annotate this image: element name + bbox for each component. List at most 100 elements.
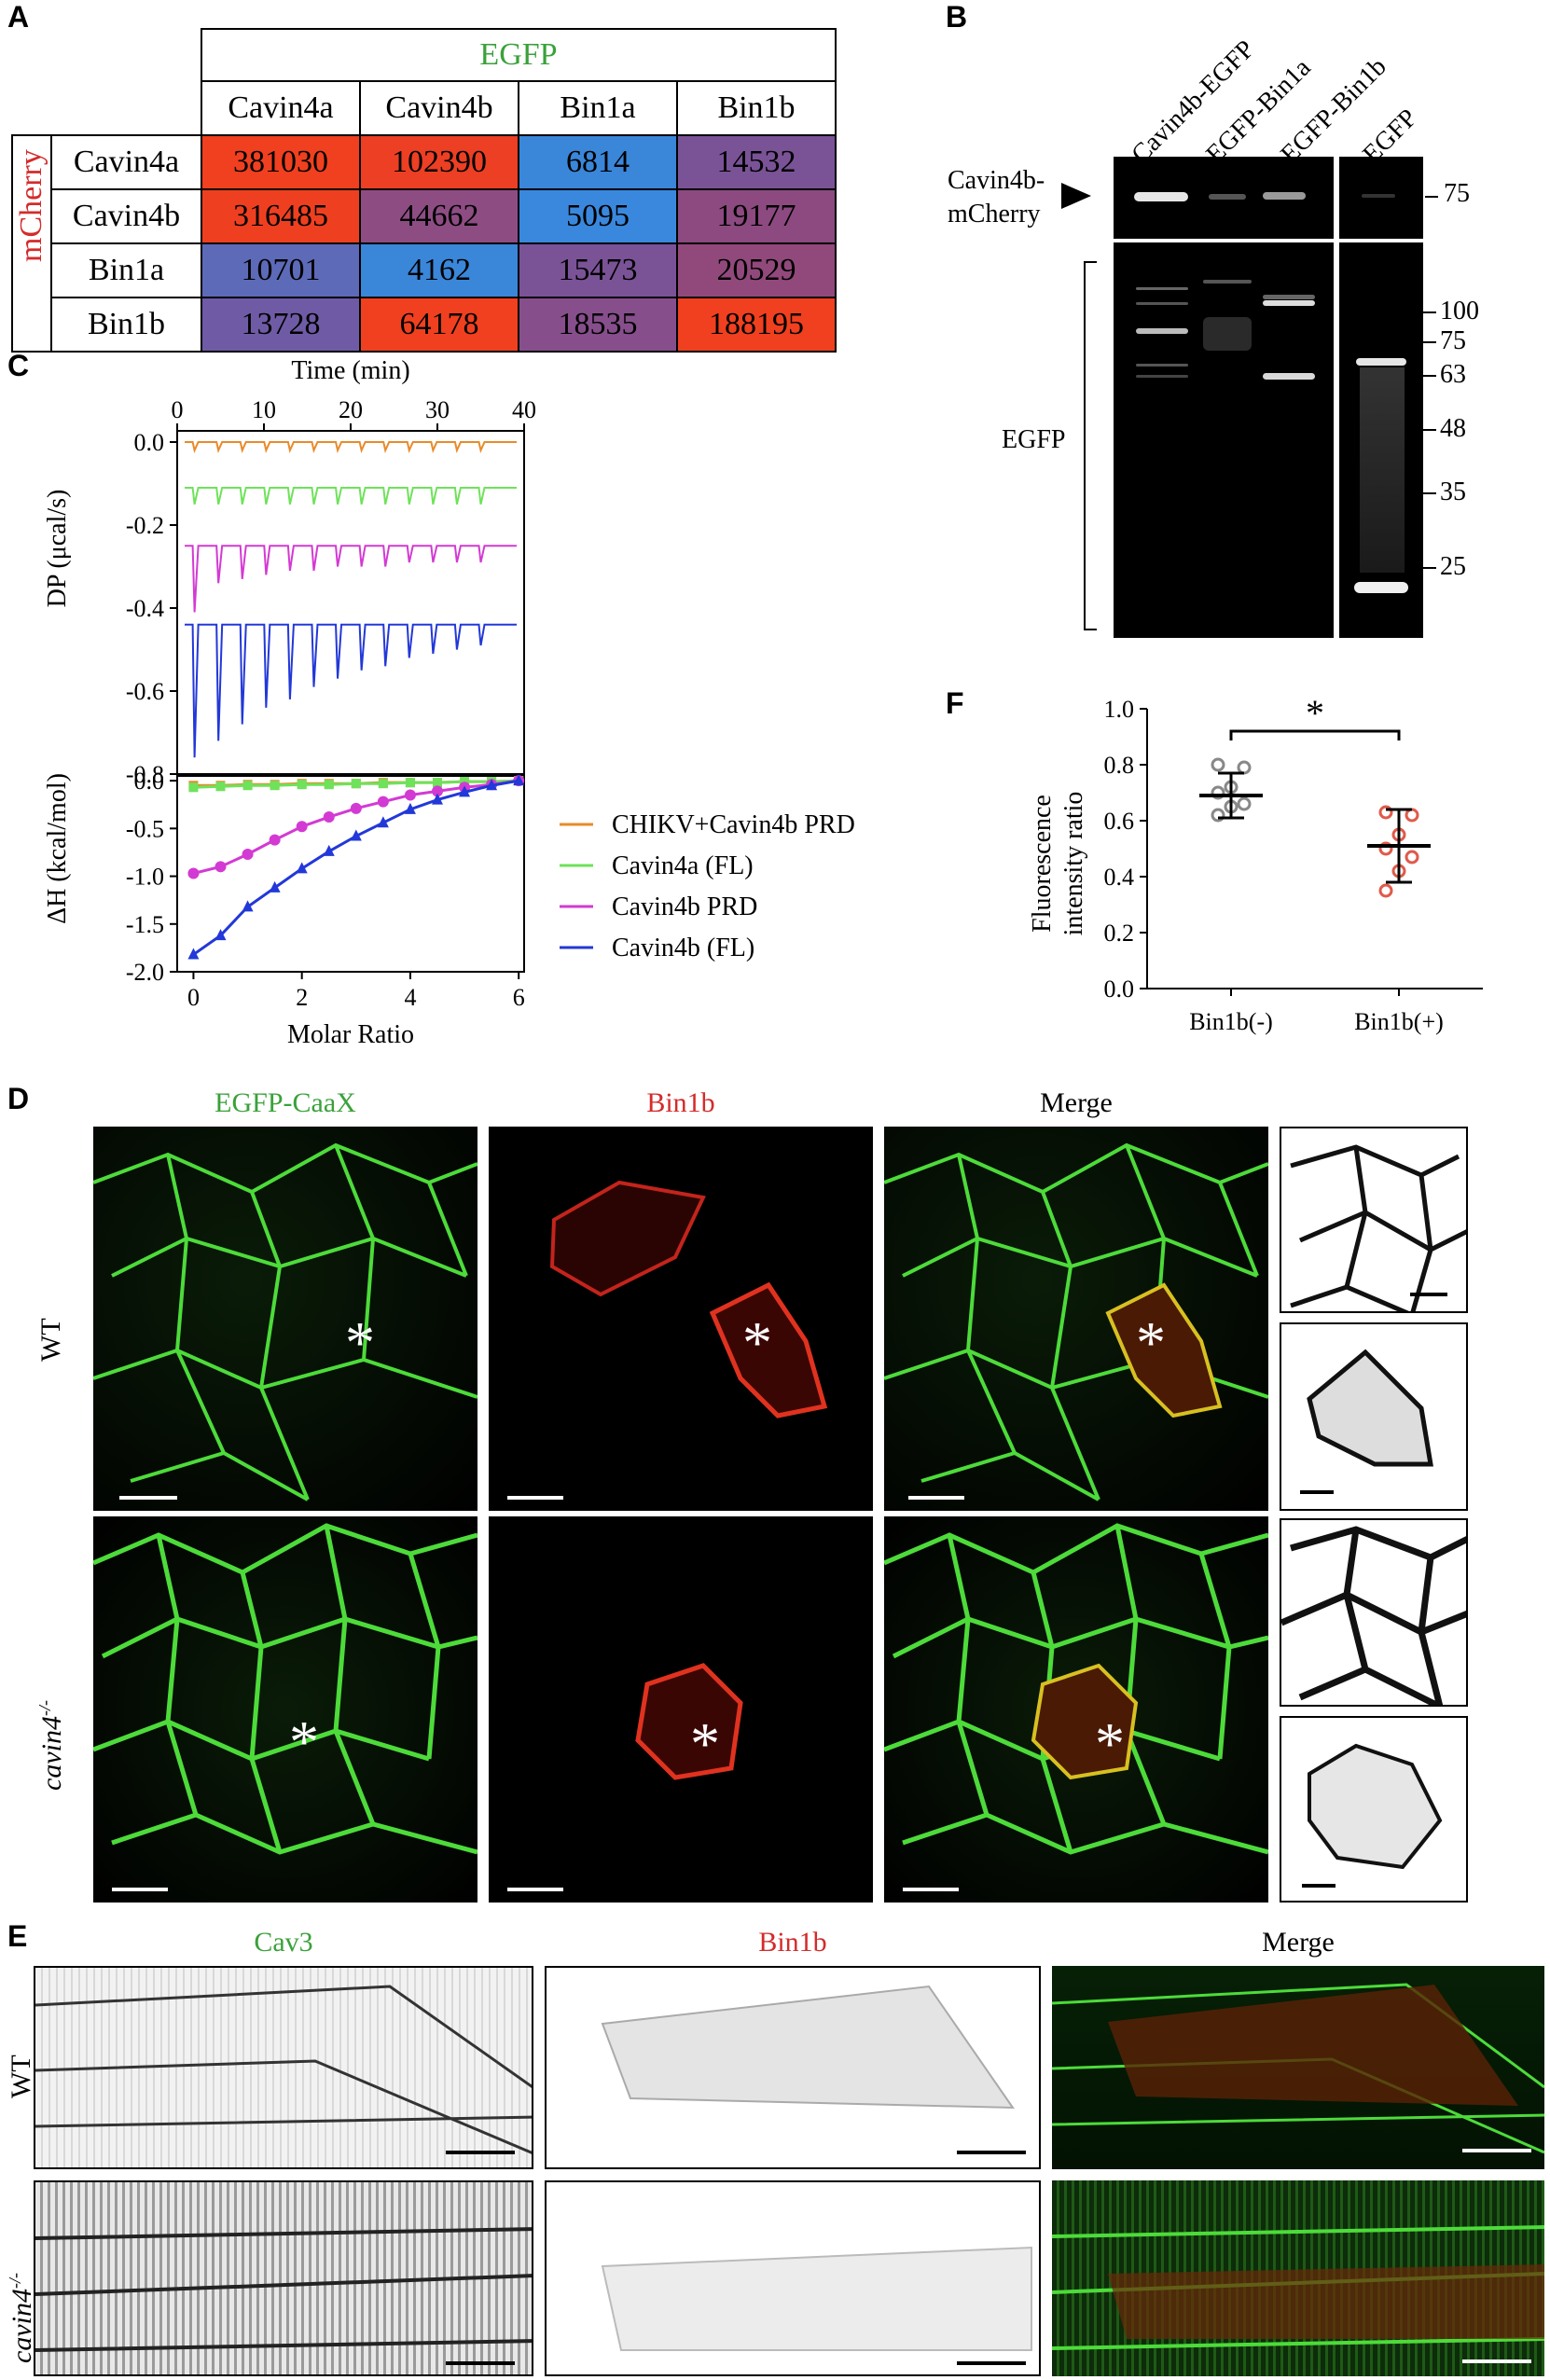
heatmap-cell: 20529: [676, 242, 837, 298]
x-tick-label: 0: [172, 396, 184, 423]
itc-data-point: [378, 779, 388, 789]
blot-top-label: Cavin4b-: [948, 166, 1045, 195]
e-wt-cav3-image: [34, 1966, 533, 2169]
egfp-header: EGFP: [201, 28, 837, 82]
mcherry-header: mCherry: [11, 134, 52, 353]
itc-data-point: [350, 829, 362, 841]
bracket: [1084, 261, 1097, 630]
y-tick-label: -0.8: [126, 761, 164, 788]
heatmap-cell: 102390: [359, 134, 519, 190]
blot-top-label: mCherry: [948, 200, 1041, 228]
scale-bar: [1300, 1490, 1334, 1494]
itc-data-point: [324, 780, 334, 790]
itc-raw-trace: [185, 623, 517, 758]
itc-data-point: [486, 779, 498, 791]
heatmap-cell: 15473: [518, 242, 678, 298]
itc-raw-trace: [185, 486, 517, 505]
marker-tick: [1423, 429, 1436, 431]
legend-label: Cavin4b PRD: [612, 892, 757, 921]
itc-molar-label: Molar Ratio: [287, 1020, 414, 1049]
heatmap-cell: 188195: [676, 297, 837, 353]
x-tick-label: 20: [339, 396, 363, 423]
itc-data-point: [242, 900, 254, 912]
col-header: Cavin4a: [201, 80, 361, 136]
panel-label-d: D: [7, 1082, 30, 1115]
heatmap-cell: 19177: [676, 188, 837, 244]
e-cavin4-bin1b-image: [545, 2180, 1041, 2376]
y-tick-label: -0.4: [126, 595, 164, 622]
row-header: Cavin4a: [50, 134, 202, 190]
x-tick-label: 10: [252, 396, 276, 423]
row-header: Bin1b: [50, 297, 202, 353]
scale-bar: [957, 2361, 1026, 2365]
y-tick-label: 1.0: [1104, 696, 1135, 723]
f-data-point: [1378, 841, 1393, 856]
heatmap-cell: 5095: [518, 188, 678, 244]
f-data-point: [1211, 757, 1225, 772]
interaction-heatmap-table: EGFP Cavin4a Cavin4b Bin1a Bin1b mCherry…: [11, 28, 837, 353]
f-sig-bracket: [1229, 729, 1401, 740]
heatmap-cell: 10701: [201, 242, 361, 298]
marker-tick: [1425, 196, 1438, 198]
scale-bar: [446, 2151, 515, 2154]
itc-data-point: [242, 781, 253, 791]
d-wt-egfp-image: *: [93, 1127, 477, 1511]
itc-data-point: [215, 929, 227, 941]
itc-data-point: [187, 867, 200, 879]
itc-bottom-frame: [176, 775, 525, 973]
itc-data-point: [215, 782, 226, 792]
itc-data-point: [404, 789, 416, 801]
scale-bar: [119, 1496, 177, 1500]
marker-tick: [1423, 492, 1436, 494]
legend-label: Cavin4b (FL): [612, 934, 754, 962]
d-wt-bin1b-image: *: [489, 1127, 873, 1511]
d-wt-merge-image: *: [884, 1127, 1268, 1511]
marker-label: 25: [1440, 552, 1466, 581]
d-wt-inset-egfp: [1280, 1127, 1468, 1313]
e-row-label-wt: WT: [6, 2055, 36, 2098]
blot-bottom-right: [1339, 242, 1423, 638]
mcherry-label: mCherry: [14, 149, 48, 262]
marker-label: 48: [1440, 414, 1466, 443]
scale-bar: [957, 2151, 1026, 2154]
f-ylabel-2: intensity ratio: [1059, 792, 1088, 936]
asterisk-marker: *: [289, 1709, 319, 1775]
x-tick-label: 4: [404, 984, 416, 1011]
scale-bar: [1462, 2149, 1531, 2152]
itc-dp-ylabel: DP (μcal/s): [43, 490, 72, 608]
x-tick-label: 0: [187, 984, 200, 1011]
marker-label: 75: [1440, 326, 1466, 355]
itc-raw-trace: [185, 545, 517, 613]
panel-label-c: C: [7, 349, 30, 382]
f-data-point: [1211, 785, 1225, 800]
heatmap-cell: 316485: [201, 188, 361, 244]
col-header: Bin1b: [676, 80, 837, 136]
x-tick-label: 30: [425, 396, 450, 423]
itc-data-point: [459, 785, 471, 797]
marker-tick: [1423, 311, 1436, 313]
col-header: Cavin4b: [359, 80, 519, 136]
d-row-label-cavin4: cavin4-/-: [35, 1700, 68, 1791]
panel-label-b: B: [946, 0, 968, 34]
f-ylabel-1: Fluorescence: [1028, 795, 1057, 933]
f-data-point: [1378, 805, 1393, 820]
marker-label: 63: [1440, 360, 1466, 389]
y-tick-label: -0.2: [126, 512, 164, 539]
d-cavin4-egfp-image: *: [93, 1516, 477, 1903]
itc-data-point: [296, 862, 308, 874]
itc-data-point: [350, 802, 362, 814]
d-col-title-bin1b: Bin1b: [646, 1087, 715, 1118]
asterisk-marker: *: [1095, 1710, 1125, 1777]
itc-data-point: [433, 778, 442, 788]
y-tick-label: 0.0: [1104, 976, 1135, 1003]
itc-data-point: [432, 785, 443, 797]
itc-fit-line: [193, 779, 519, 875]
e-wt-merge-image: [1052, 1966, 1544, 2169]
legend-label: CHIKV+Cavin4b PRD: [612, 810, 855, 839]
asterisk-marker: *: [345, 1309, 375, 1376]
legend-label: Cavin4a (FL): [612, 851, 754, 880]
scale-bar: [903, 1888, 959, 1891]
scale-bar: [908, 1496, 964, 1500]
itc-dh-ylabel: ΔH (kcal/mol): [43, 773, 72, 924]
d-row-label-cavin4-text: cavin4: [36, 1716, 67, 1791]
